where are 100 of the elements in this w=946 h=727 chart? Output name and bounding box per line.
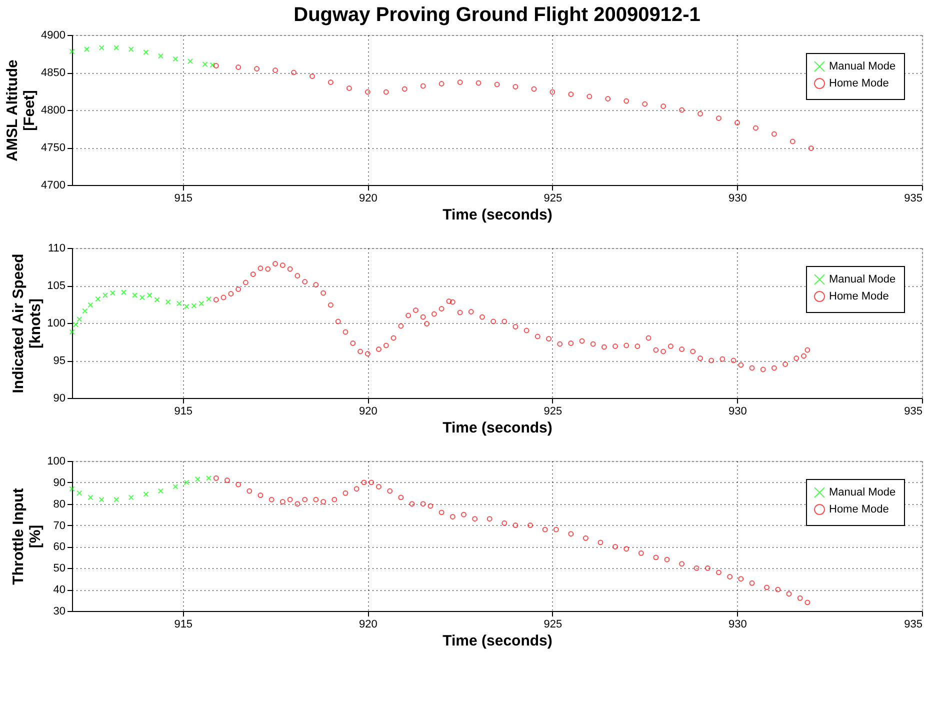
- point: [376, 484, 382, 490]
- point: [291, 70, 296, 76]
- x-axis-title: Time (seconds): [442, 206, 552, 224]
- legend-label: Manual Mode: [829, 274, 896, 286]
- point: [224, 478, 230, 484]
- point: [605, 96, 611, 102]
- point: [808, 146, 814, 151]
- point: [398, 494, 404, 500]
- point: [660, 104, 666, 109]
- point: [342, 490, 348, 496]
- point: [679, 561, 685, 567]
- point: [568, 531, 574, 537]
- point: [139, 294, 145, 300]
- point: [198, 300, 204, 306]
- point: [387, 488, 393, 494]
- y-tick-label: 100: [47, 456, 66, 468]
- point: [568, 92, 574, 97]
- x-tick-label: 920: [358, 618, 378, 630]
- point: [287, 496, 293, 502]
- x-tick-label: 935: [904, 618, 922, 630]
- point: [642, 101, 648, 107]
- point: [749, 580, 755, 586]
- point: [258, 492, 264, 498]
- y-tick-label: 90: [53, 392, 66, 404]
- x-tick-label: 935: [904, 406, 922, 418]
- point: [346, 86, 352, 91]
- point: [361, 480, 367, 486]
- point: [420, 501, 426, 507]
- x-tick-label: 915: [174, 406, 193, 418]
- point: [653, 554, 659, 560]
- point: [143, 50, 149, 55]
- point: [110, 290, 116, 296]
- point: [804, 600, 810, 606]
- point: [354, 486, 360, 492]
- point: [154, 297, 160, 302]
- point: [771, 131, 777, 137]
- point: [280, 498, 286, 504]
- point: [486, 516, 492, 522]
- point: [213, 63, 219, 68]
- point: [72, 322, 78, 328]
- point: [586, 94, 592, 100]
- point: [128, 494, 134, 500]
- point: [328, 80, 334, 85]
- point: [438, 510, 444, 516]
- point: [734, 120, 740, 126]
- x-tick-label: 920: [358, 192, 378, 204]
- point: [638, 550, 644, 556]
- point: [114, 496, 120, 502]
- point: [716, 570, 722, 576]
- point: [184, 304, 190, 310]
- y-tick-label: 30: [53, 606, 66, 618]
- point: [213, 475, 219, 481]
- point: [402, 86, 408, 92]
- y-tick-label: 60: [53, 541, 66, 554]
- point: [797, 595, 803, 601]
- point: [128, 46, 134, 52]
- point: [176, 300, 182, 306]
- point: [694, 565, 700, 571]
- point: [76, 490, 82, 496]
- point: [172, 56, 178, 62]
- point: [553, 526, 559, 532]
- x-tick-label: 930: [728, 192, 747, 204]
- point: [146, 292, 152, 298]
- point: [102, 292, 108, 298]
- point: [272, 68, 278, 73]
- point: [420, 83, 426, 89]
- point: [76, 316, 82, 322]
- point: [476, 80, 482, 86]
- point: [313, 496, 319, 502]
- y-tick-label: 40: [53, 584, 66, 596]
- point: [84, 46, 90, 52]
- point: [364, 89, 370, 95]
- y-tick-label: 95: [53, 355, 66, 367]
- point: [332, 496, 338, 502]
- point: [302, 496, 308, 502]
- point: [158, 488, 164, 494]
- point: [582, 535, 588, 541]
- point: [472, 516, 478, 522]
- point: [132, 292, 138, 298]
- point: [764, 584, 770, 590]
- point: [727, 574, 733, 580]
- legend-label: Home Mode: [829, 504, 889, 516]
- point: [716, 116, 722, 121]
- x-tick-label: 925: [544, 192, 562, 204]
- x-tick-label: 925: [544, 618, 562, 630]
- point: [69, 48, 75, 54]
- point: [494, 82, 500, 88]
- point: [383, 89, 389, 95]
- chart-title: Dugway Proving Ground Flight 20090912-1: [294, 4, 700, 26]
- y-tick-label: 90: [53, 476, 66, 489]
- point: [236, 64, 242, 70]
- point: [512, 522, 518, 528]
- x-axis-title: Time (seconds): [442, 632, 552, 650]
- y-tick-label: 105: [47, 280, 66, 292]
- point: [294, 501, 300, 507]
- point: [69, 329, 75, 335]
- point: [172, 484, 178, 490]
- point: [502, 520, 508, 526]
- y-tick-label: 4850: [41, 67, 66, 79]
- y-tick-label: 70: [53, 520, 66, 532]
